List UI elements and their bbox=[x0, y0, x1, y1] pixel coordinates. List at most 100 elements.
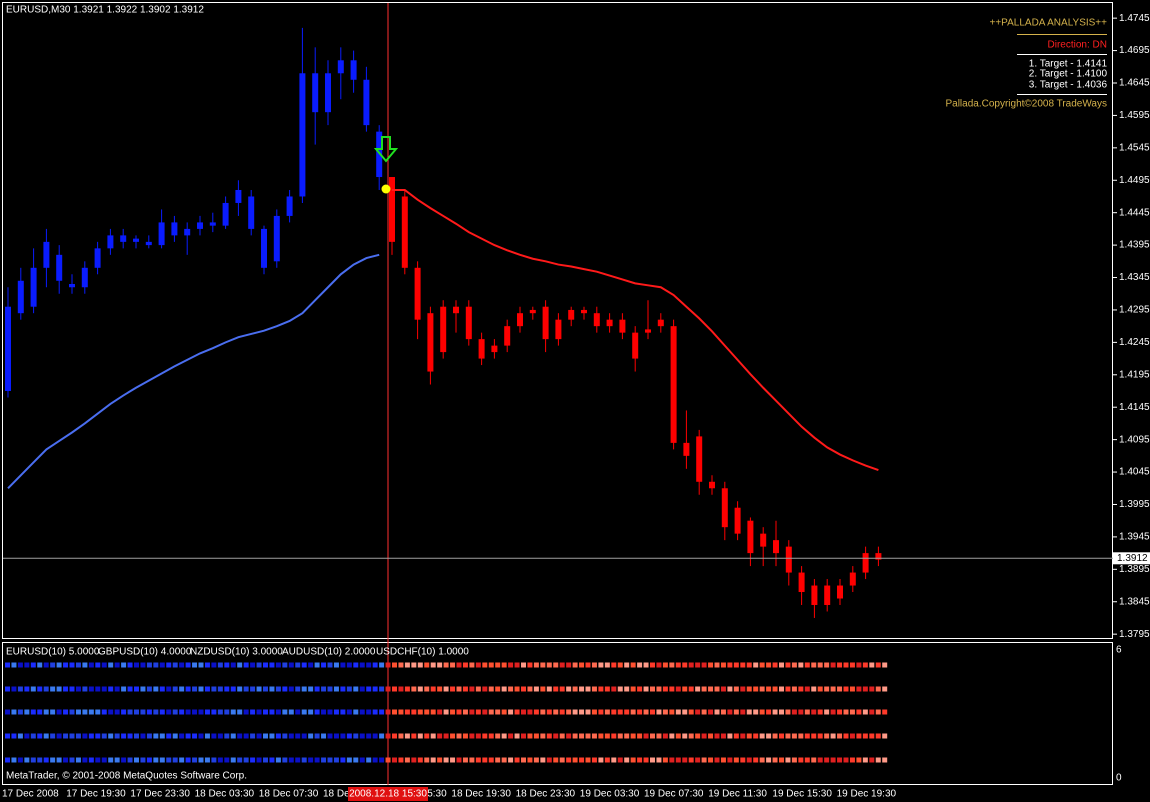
indicator-cell bbox=[379, 686, 385, 692]
indicator-cell bbox=[43, 662, 49, 668]
indicator-cell bbox=[624, 733, 630, 739]
moving-average bbox=[7, 253, 380, 489]
indicator-cell bbox=[301, 686, 307, 692]
indicator-cell bbox=[443, 709, 449, 715]
indicator-cell bbox=[746, 757, 752, 763]
indicator-cell bbox=[146, 733, 152, 739]
indicator-cell bbox=[740, 709, 746, 715]
candle-body bbox=[337, 60, 344, 74]
indicator-cell bbox=[740, 733, 746, 739]
indicator-cell bbox=[656, 709, 662, 715]
indicator-cell bbox=[585, 757, 591, 763]
indicator-cell bbox=[63, 686, 69, 692]
indicator-cell bbox=[482, 709, 488, 715]
indicator-cell bbox=[166, 686, 172, 692]
candle-body bbox=[440, 306, 447, 353]
indicator-cell bbox=[733, 686, 739, 692]
indicator-cell bbox=[824, 709, 830, 715]
candle-body bbox=[542, 306, 549, 340]
indicator-cell bbox=[88, 662, 94, 668]
indicator-cell bbox=[869, 709, 875, 715]
indicator-cell bbox=[462, 709, 468, 715]
indicator-cell bbox=[359, 757, 365, 763]
indicator-cell bbox=[546, 686, 552, 692]
indicator-cell bbox=[11, 686, 17, 692]
last-price-box bbox=[1113, 552, 1150, 565]
indicator-cell bbox=[121, 733, 127, 739]
indicator-cell bbox=[17, 757, 23, 763]
candle-body bbox=[709, 481, 715, 489]
indicator-cell bbox=[572, 709, 578, 715]
indicator-cell bbox=[359, 662, 365, 668]
indicator-cell bbox=[843, 709, 849, 715]
indicator-cell bbox=[146, 686, 152, 692]
indicator-cell bbox=[172, 662, 178, 668]
indicator-cell bbox=[591, 757, 597, 763]
indicator-cell bbox=[56, 662, 62, 668]
indicator-cell bbox=[720, 757, 726, 763]
candle-body bbox=[184, 228, 191, 236]
indicator-cell bbox=[424, 709, 430, 715]
indicator-cell bbox=[856, 662, 862, 668]
candle-body bbox=[56, 254, 63, 281]
indicator-cell bbox=[114, 709, 120, 715]
indicator-cell bbox=[333, 709, 339, 715]
indicator-cell bbox=[495, 757, 501, 763]
y-tick-label: 1.4645 bbox=[1119, 78, 1150, 89]
indicator-cell bbox=[450, 757, 456, 763]
indicator-cell bbox=[521, 709, 526, 715]
indicator-cell bbox=[862, 733, 868, 739]
candle-body bbox=[491, 345, 498, 353]
indicator-cell bbox=[314, 709, 320, 715]
indicator-cell bbox=[230, 757, 236, 763]
indicator-cell bbox=[701, 686, 707, 692]
indicator-cell bbox=[411, 733, 417, 739]
indicator-cell bbox=[462, 733, 468, 739]
indicator-cell bbox=[327, 662, 333, 668]
indicator-cell bbox=[192, 709, 198, 715]
indicator-tick-label: 0 bbox=[1116, 773, 1122, 784]
indicator-cell bbox=[766, 686, 772, 692]
indicator-cell bbox=[346, 662, 352, 668]
indicator-cell bbox=[263, 686, 268, 692]
indicator-cell bbox=[75, 733, 81, 739]
indicator-cell bbox=[701, 733, 707, 739]
indicator-cell bbox=[308, 709, 314, 715]
indicator-cell bbox=[43, 709, 49, 715]
indicator-cell bbox=[708, 709, 714, 715]
candle-body bbox=[619, 319, 626, 333]
indicator-cell bbox=[340, 686, 346, 692]
indicator-cell bbox=[508, 686, 514, 692]
indicator-cell bbox=[482, 757, 488, 763]
indicator-cell bbox=[430, 686, 436, 692]
indicator-cell bbox=[869, 733, 875, 739]
indicator-cell bbox=[798, 709, 804, 715]
indicator-cell bbox=[192, 662, 198, 668]
indicator-cell bbox=[75, 709, 81, 715]
indicator-cell bbox=[301, 662, 307, 668]
candle-body bbox=[747, 520, 754, 554]
indicator-cell bbox=[379, 733, 385, 739]
indicator-cell bbox=[733, 662, 739, 668]
indicator-cell bbox=[250, 709, 256, 715]
indicator-cell bbox=[791, 709, 797, 715]
indicator-cell bbox=[501, 662, 507, 668]
y-tick-label: 1.4545 bbox=[1119, 142, 1150, 153]
chart-title: EURUSD,M30 1.3921 1.3922 1.3902 1.3912 bbox=[6, 5, 204, 16]
indicator-cell bbox=[30, 662, 36, 668]
indicator-cell bbox=[733, 709, 739, 715]
indicator-cell bbox=[572, 662, 578, 668]
indicator-cell bbox=[566, 733, 572, 739]
indicator-cell bbox=[372, 757, 378, 763]
y-tick-label: 1.4045 bbox=[1119, 467, 1150, 478]
candle-body bbox=[683, 442, 690, 456]
indicator-cell bbox=[392, 709, 397, 715]
indicator-cell bbox=[475, 757, 481, 763]
indicator-cell bbox=[656, 686, 662, 692]
indicator-cell bbox=[675, 757, 681, 763]
indicator-cell bbox=[314, 733, 320, 739]
indicator-cell bbox=[333, 733, 339, 739]
indicator-cell bbox=[250, 662, 256, 668]
candle-body bbox=[145, 241, 152, 246]
indicator-cell bbox=[630, 733, 636, 739]
